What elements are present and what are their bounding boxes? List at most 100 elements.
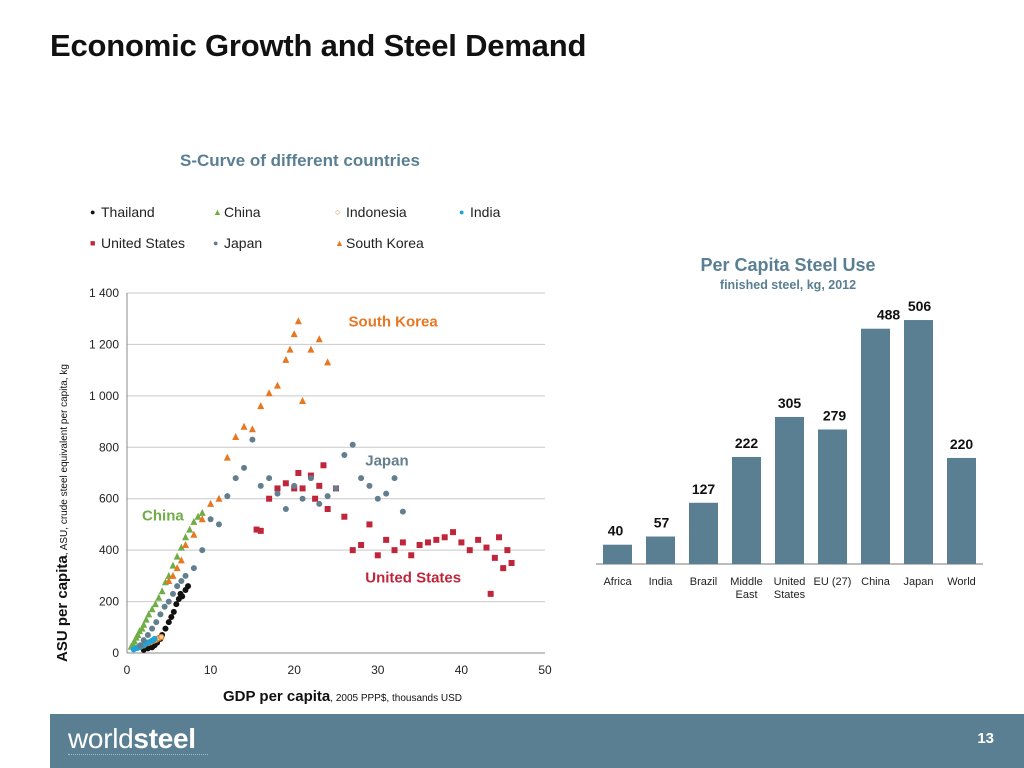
scatter-point-united-states (320, 462, 327, 469)
scatter-point-japan (324, 493, 331, 500)
bar-value-label: 40 (608, 523, 624, 539)
scatter-point-south-korea (299, 397, 307, 404)
scatter-point-japan (140, 637, 147, 644)
scatter-point-united-states (282, 480, 289, 487)
y-tick-label: 200 (99, 595, 119, 609)
annotation-south-korea: South Korea (349, 313, 439, 330)
y-tick-label: 0 (112, 646, 119, 660)
scatter-point-south-korea (290, 330, 298, 338)
legend-marker-open-circle-icon: ○ (335, 207, 341, 217)
scatter-point-south-korea (198, 515, 206, 523)
footer-bar: worldsteel 13 (50, 714, 1024, 768)
bar-value-label: 488 (877, 307, 901, 323)
legend-marker-square-icon: ■ (90, 238, 96, 248)
scatter-point-united-states (391, 547, 398, 554)
bar-value-label: 127 (692, 481, 716, 497)
scatter-point-south-korea (248, 425, 256, 433)
bar-category-label: East (735, 589, 757, 601)
scatter-point-china (142, 615, 150, 623)
logo-text-bold: steel (133, 723, 196, 754)
scatter-point-south-korea (177, 556, 185, 564)
scatter-point-japan (137, 642, 144, 649)
scatter-point-china (138, 624, 146, 632)
scatter-point-united-states (466, 547, 473, 554)
scatter-point-united-states (253, 526, 260, 533)
scatter-point-china (190, 517, 198, 525)
bar-chart-title: Per Capita Steel Use (700, 255, 876, 275)
scatter-point-japan (224, 493, 231, 500)
bar-category-label: Middle (730, 576, 762, 588)
scatter-point-united-states (316, 482, 323, 489)
legend-item-indonesia: ○ Indonesia (335, 204, 407, 220)
slide-title: Economic Growth and Steel Demand (50, 28, 587, 63)
page-number: 13 (977, 730, 994, 747)
bar-value-label: 57 (654, 515, 670, 531)
legend-item-united-states: ■ United States (90, 235, 186, 251)
scatter-point-japan (215, 521, 222, 528)
annotation-japan: Japan (365, 452, 408, 469)
bar-category-label: Brazil (690, 576, 718, 588)
scatter-point-united-states (408, 552, 415, 559)
y-tick-label: 1 200 (89, 337, 119, 351)
scatter-point-japan (366, 482, 373, 489)
scatter-point-japan (374, 495, 381, 502)
bar-value-label: 506 (908, 298, 932, 314)
bar-value-label: 220 (950, 436, 974, 452)
scatter-point-south-korea (315, 335, 323, 343)
bar-chart-subtitle: finished steel, kg, 2012 (719, 278, 857, 292)
bar-category-label: China (861, 576, 891, 588)
charts-canvas: 0 200 400 600 800 1 000 1 200 1 400 0 10 20 30 40 50 G… (54, 286, 983, 705)
scatter-chart-title: S-Curve of different countries (180, 151, 420, 170)
legend-item-india: ● India (459, 204, 500, 220)
scatter-point-united-states (324, 506, 331, 512)
scatter-point-united-states (483, 544, 490, 551)
legend-marker-triangle-icon: ▲ (213, 207, 222, 217)
scatter-point-united-states (383, 536, 390, 543)
scatter-point-japan (399, 508, 406, 515)
y-axis-label: ASU per capita, ASU, crude steel equival… (54, 364, 71, 662)
x-axis-label-bold: GDP per capita (223, 688, 331, 705)
scatter-point-japan (249, 436, 256, 443)
scatter-point-south-korea (282, 355, 290, 363)
scatter-point-south-korea (207, 499, 215, 507)
scatter-point-south-korea (165, 577, 173, 584)
legend-label: Thailand (101, 204, 155, 220)
scatter-point-japan (291, 482, 298, 489)
scatter-point-south-korea (286, 345, 294, 353)
scatter-point-south-korea (265, 389, 273, 397)
legend-label: China (224, 204, 261, 220)
scatter-point-japan (207, 516, 214, 523)
scatter-point-south-korea (324, 358, 332, 366)
bar-category-label: World (947, 576, 976, 588)
legend-item-china: ▲ China (213, 204, 261, 220)
scatter-point-united-states (341, 513, 348, 520)
scatter-point-south-korea (169, 571, 177, 579)
scatter-point-south-korea (223, 453, 231, 461)
y-tick-label: 400 (99, 543, 119, 557)
scatter-point-united-states (312, 495, 319, 502)
scatter-point-japan (161, 603, 168, 610)
scatter-point-united-states (450, 529, 457, 536)
scatter-point-united-states (274, 485, 281, 492)
scatter-point-japan (333, 485, 339, 492)
scatter-point-japan (391, 475, 398, 482)
scatter-point-japan (169, 590, 176, 597)
x-tick-label: 20 (288, 663, 302, 677)
bar-category-label: EU (27) (814, 576, 852, 588)
bar-value-label: 222 (735, 435, 759, 451)
scatter-point-south-korea (307, 345, 315, 353)
scatter-point-united-states (349, 547, 356, 554)
scatter-point-united-states (487, 590, 494, 597)
scatter-point-thailand (185, 583, 192, 590)
scatter-point-japan (178, 578, 185, 584)
bar-category-label: Japan (904, 576, 934, 588)
scatter-point-china (151, 600, 159, 608)
scatter-point-china (173, 552, 181, 560)
scatter-point-japan (266, 475, 273, 482)
y-tick-label: 800 (99, 440, 119, 454)
legend-label: United States (101, 235, 186, 251)
scatter-point-thailand (179, 593, 186, 600)
bar-value-label: 279 (823, 407, 847, 423)
scatter-point-thailand (168, 614, 175, 620)
